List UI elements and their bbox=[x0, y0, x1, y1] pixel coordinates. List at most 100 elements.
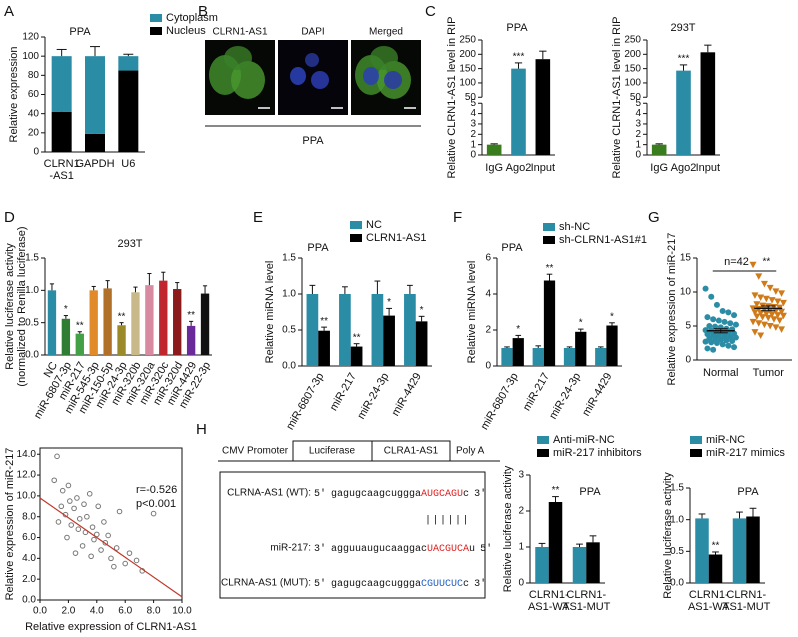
x-tick-label: Input bbox=[531, 162, 555, 174]
point bbox=[710, 316, 717, 323]
x-tick-label: 10.0 bbox=[172, 606, 192, 617]
y-tick-label: 50 bbox=[630, 92, 642, 103]
error-bar bbox=[576, 543, 583, 547]
point bbox=[58, 503, 65, 510]
point bbox=[702, 338, 709, 345]
point bbox=[51, 477, 58, 484]
panel-letter: C bbox=[425, 3, 436, 20]
y-axis-label: (normalized to Renilla luciferase) bbox=[16, 226, 28, 386]
y-tick-label: 2.0 bbox=[22, 574, 36, 585]
legend-swatch bbox=[690, 449, 702, 457]
y-tick-label: 2 bbox=[485, 325, 491, 336]
y-tick-label: 0.5 bbox=[25, 317, 39, 328]
bar bbox=[700, 52, 716, 156]
point bbox=[89, 524, 96, 530]
bar bbox=[404, 294, 416, 366]
image-label: Merged bbox=[369, 27, 403, 38]
bar bbox=[85, 133, 105, 152]
significance: ** bbox=[187, 310, 195, 321]
bar bbox=[606, 325, 618, 366]
point bbox=[760, 280, 768, 288]
point bbox=[732, 321, 739, 328]
error-bar bbox=[609, 322, 615, 326]
x-tick-label: AS1-WT bbox=[688, 601, 730, 613]
y-tick-label: 0 bbox=[485, 361, 491, 372]
error-bar bbox=[539, 50, 547, 60]
cell bbox=[231, 61, 265, 99]
point bbox=[95, 503, 102, 510]
point bbox=[75, 526, 82, 533]
x-tick-label: CLRN1- bbox=[726, 589, 766, 601]
bar bbox=[131, 292, 140, 355]
bar bbox=[532, 348, 544, 366]
x-tick-label: AS1-MUT bbox=[722, 601, 771, 613]
error-bar bbox=[341, 286, 348, 294]
pairing: |||||| bbox=[425, 515, 470, 527]
y-tick-label: 15 bbox=[680, 253, 692, 264]
y-tick-label: 0.5 bbox=[282, 325, 296, 336]
error-bar bbox=[704, 44, 712, 53]
significance: * bbox=[579, 318, 583, 329]
y-tick-label: 5 bbox=[685, 321, 691, 332]
stat-annotation: r=-0.526 bbox=[136, 484, 177, 496]
y-tick-label: 0.0 bbox=[22, 595, 36, 606]
bar bbox=[75, 333, 84, 355]
y-axis-label: Relative miRNA level bbox=[264, 261, 276, 364]
error-bar bbox=[386, 307, 393, 316]
x-tick-label: IgG bbox=[650, 162, 668, 174]
y-tick-label: 6 bbox=[485, 253, 491, 264]
point bbox=[727, 320, 734, 327]
significance: ** bbox=[712, 541, 720, 552]
bar bbox=[383, 315, 395, 366]
legend-swatch bbox=[537, 436, 549, 444]
x-tick-label: 0.0 bbox=[33, 606, 47, 617]
point bbox=[759, 314, 767, 321]
y-tick-label: 0.0 bbox=[282, 361, 296, 372]
error-bar bbox=[713, 328, 728, 334]
y-tick-label: 3 bbox=[518, 470, 524, 481]
error-bar bbox=[123, 53, 134, 57]
y-tick-label: 4 bbox=[470, 108, 476, 119]
point bbox=[751, 292, 759, 299]
nucleus bbox=[305, 53, 319, 67]
row-label: CLRNA-AS1 (WT): bbox=[227, 488, 311, 499]
significance: ** bbox=[546, 263, 554, 274]
error-bar bbox=[538, 542, 546, 547]
bar bbox=[339, 294, 351, 366]
y-tick-label: 100 bbox=[22, 51, 39, 62]
point bbox=[704, 345, 711, 352]
seq-site: UACGUCA bbox=[427, 544, 469, 555]
point bbox=[751, 329, 759, 336]
point bbox=[731, 344, 738, 351]
bar bbox=[415, 321, 428, 366]
nucleus bbox=[384, 71, 402, 89]
error-bar bbox=[515, 334, 522, 339]
legend-label: miR-217 inhibitors bbox=[553, 447, 642, 459]
legend-label: sh-CLRN1-AS1#1 bbox=[559, 234, 647, 246]
point bbox=[150, 510, 157, 517]
bar bbox=[708, 554, 723, 583]
error-bar bbox=[202, 285, 208, 294]
y-tick-label: 1.0 bbox=[25, 285, 39, 296]
error-bar bbox=[49, 283, 55, 291]
error-bar bbox=[679, 64, 688, 71]
y-axis-label: Relative expression of miR-217 bbox=[666, 233, 678, 386]
bar bbox=[371, 294, 384, 366]
x-tick-label: Normal bbox=[703, 367, 738, 379]
point bbox=[762, 310, 770, 318]
nucleus bbox=[290, 67, 306, 85]
construct-label: CLRA1-AS1 bbox=[384, 446, 439, 457]
point bbox=[88, 553, 94, 560]
panel-letter: H bbox=[196, 421, 207, 438]
y-tick-label: 1.0 bbox=[282, 289, 296, 300]
significance: ** bbox=[763, 257, 771, 268]
bar bbox=[350, 346, 363, 366]
legend-swatch bbox=[150, 27, 162, 35]
point bbox=[702, 285, 709, 292]
error-bar bbox=[418, 315, 425, 322]
point bbox=[751, 309, 759, 316]
y-tick-label: 5 bbox=[470, 98, 476, 109]
y-axis-label: Relative luciferase activity bbox=[502, 465, 514, 592]
panel-letter: F bbox=[453, 209, 462, 226]
